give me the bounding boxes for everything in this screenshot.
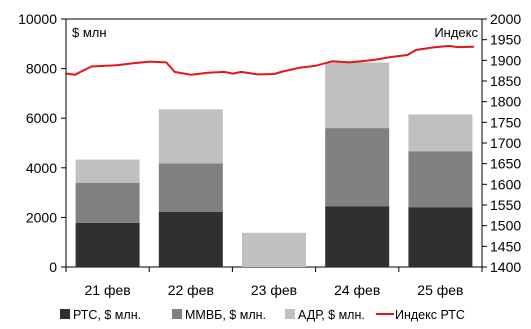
legend-swatch <box>172 309 182 319</box>
y-right-tick-label: 1450 <box>490 238 521 254</box>
y-left-tick-label: 10000 <box>18 11 57 27</box>
legend-swatch <box>60 309 70 319</box>
bar-adr-3 <box>242 232 306 267</box>
y-left-tick-label: 8000 <box>26 61 57 77</box>
bar-micex-1 <box>75 182 140 223</box>
y-left-tick-label: 2000 <box>26 209 57 225</box>
y-left-tick-label: 4000 <box>26 160 57 176</box>
bar-adr-5 <box>408 114 473 152</box>
legend: РТС, $ млн. ММВБ, $ млн. АДР, $ млн. Индекс… <box>60 308 465 322</box>
y-left-unit-label: $ млн <box>72 25 107 40</box>
y-right-tick-label: 1650 <box>490 156 521 172</box>
x-tick-label: 24 фев <box>334 282 380 298</box>
bar-rts-4 <box>325 206 390 267</box>
bar-micex-4 <box>325 128 390 207</box>
y-right-tick-label: 1700 <box>490 135 521 151</box>
y-right-tick-label: 1750 <box>490 114 521 130</box>
legend-label: Индекс РТС <box>395 308 465 322</box>
legend-label: ММВБ, $ млн. <box>185 308 266 322</box>
index-line-group <box>66 44 475 76</box>
x-tick-label: 21 фев <box>84 282 130 298</box>
bar-adr-1 <box>75 159 140 183</box>
x-tick-label: 23 фев <box>251 282 297 298</box>
bar-adr-2 <box>158 109 223 164</box>
y-right-tick-label: 1500 <box>490 218 521 234</box>
bar-micex-5 <box>408 151 473 208</box>
x-tick-label: 22 фев <box>168 282 214 298</box>
legend-swatch <box>285 309 295 319</box>
legend-label: РТС, $ млн. <box>73 308 141 322</box>
y-left-tick-label: 0 <box>49 259 57 275</box>
y-right-tick-label: 1550 <box>490 197 521 213</box>
y-right-tick-label: 1400 <box>490 259 521 275</box>
y-right-tick-label: 1800 <box>490 94 521 110</box>
bars <box>75 62 473 267</box>
index-line <box>66 44 475 76</box>
bar-rts-1 <box>75 222 140 267</box>
x-tick-label: 25 фев <box>417 282 463 298</box>
bar-rts-2 <box>158 211 223 267</box>
bar-adr-4 <box>325 62 390 129</box>
y-right-tick-label: 1950 <box>490 32 521 48</box>
bar-micex-2 <box>158 163 223 212</box>
axes: 0 2000 4000 6000 8000 10000 1400 1450 1500 1550 16… <box>18 11 521 298</box>
y-right-tick-label: 2000 <box>490 11 521 27</box>
y-right-unit-label: Индекс <box>434 25 478 40</box>
y-right-tick-label: 1850 <box>490 73 521 89</box>
y-right-tick-label: 1600 <box>490 176 521 192</box>
legend-label: АДР, $ млн. <box>298 308 365 322</box>
bar-rts-5 <box>408 207 473 267</box>
y-left-tick-label: 6000 <box>26 110 57 126</box>
y-right-tick-label: 1900 <box>490 52 521 68</box>
